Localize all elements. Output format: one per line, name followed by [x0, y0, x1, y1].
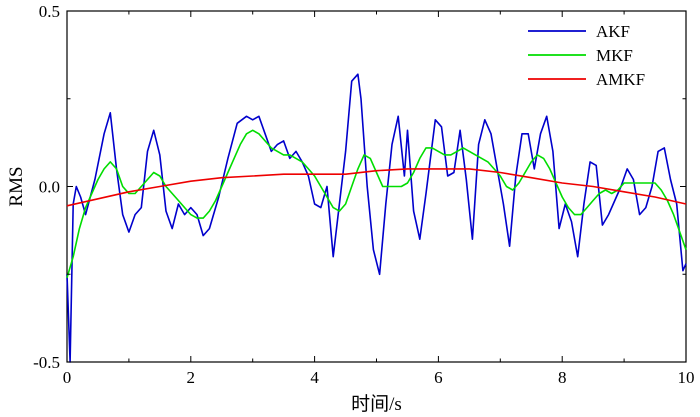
legend-label-amkf: AMKF	[596, 70, 645, 89]
x-tick-label: 2	[187, 368, 196, 387]
series-line-mkf	[66, 129, 687, 279]
y-tick-label: -0.5	[33, 353, 60, 372]
legend-label-akf: AKF	[596, 22, 630, 41]
x-tick-label: 4	[310, 368, 319, 387]
tick-labels: 0 2 4 6 8 10 -0.5 0.0 0.5	[33, 2, 694, 387]
y-axis-label: RMS	[6, 166, 27, 206]
x-tick-label: 0	[63, 368, 72, 387]
y-tick-label: 0.0	[39, 178, 60, 197]
plot-lines	[66, 73, 687, 363]
legend-label-mkf: MKF	[596, 46, 633, 65]
y-tick-label: 0.5	[39, 2, 60, 21]
series-line-akf	[66, 73, 687, 363]
series-line-amkf	[66, 168, 687, 207]
x-axis-label: 时间/s	[351, 393, 402, 415]
axis-ticks	[66, 10, 687, 363]
x-tick-label: 8	[558, 368, 567, 387]
x-tick-label: 6	[434, 368, 443, 387]
legend: AKF MKF AMKF	[528, 22, 645, 89]
x-tick-label: 10	[678, 368, 695, 387]
